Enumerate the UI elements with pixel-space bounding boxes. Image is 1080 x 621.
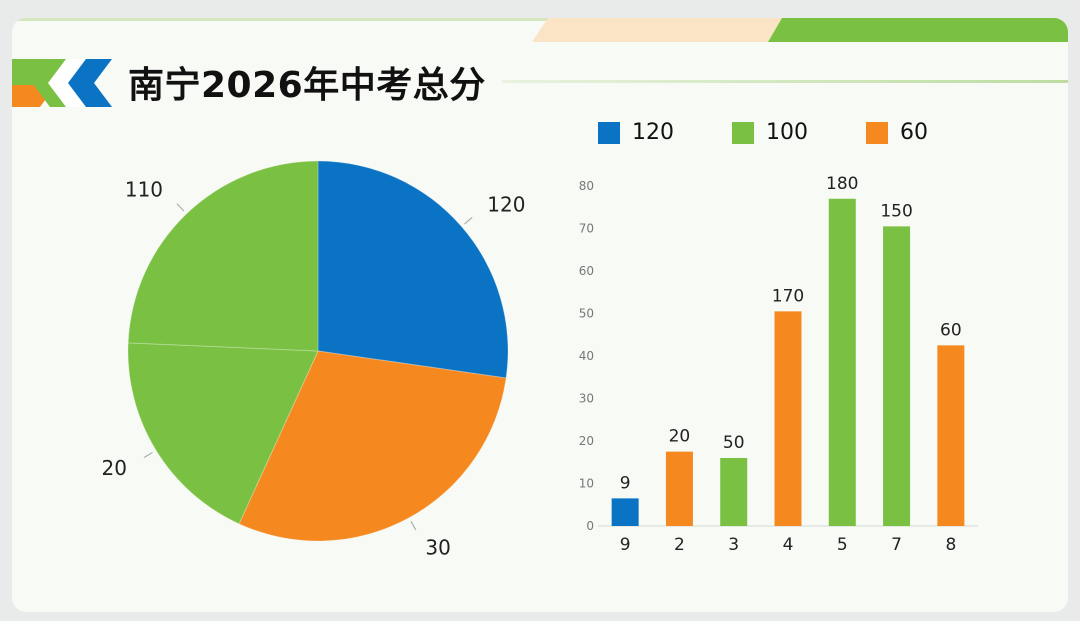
bar-legend: 120 100 60: [598, 120, 986, 145]
bar-data-label: 170: [772, 286, 804, 306]
x-tick-label: 9: [620, 535, 631, 555]
y-tick-label: 10: [579, 477, 594, 491]
pie-chart: 120 30 20 110: [102, 160, 525, 560]
y-tick-label: 60: [579, 264, 594, 278]
legend-item: 100: [732, 120, 808, 145]
pie-slice-label: 120: [487, 192, 525, 216]
y-tick-label: 0: [586, 519, 594, 533]
bar-data-label: 20: [669, 427, 691, 447]
pie-slice: [238, 350, 507, 542]
bar-data-label: 60: [940, 320, 962, 340]
y-tick-label: 80: [579, 179, 594, 193]
bar: [611, 498, 639, 526]
x-tick-label: 4: [783, 535, 794, 555]
legend-item: 60: [866, 120, 928, 145]
bar: [774, 311, 802, 526]
pie-slice-label: 110: [125, 177, 163, 201]
x-tick-label: 2: [674, 535, 685, 555]
pie-leader-line: [464, 217, 473, 225]
bar: [665, 451, 693, 526]
pie-slice-label: 20: [102, 456, 127, 480]
y-tick-label: 40: [579, 349, 594, 363]
legend-swatch: [732, 121, 754, 144]
bar-data-label: 50: [723, 433, 745, 453]
chart-card: 南宁2026年中考总分 120 100 60 120 30 20 110 0 10 20 3…: [12, 18, 1068, 612]
pie-slice: [317, 160, 509, 379]
x-tick-label: 3: [728, 535, 739, 555]
pie-leader-line: [143, 451, 153, 459]
pie-leader-line: [410, 521, 417, 531]
legend-label: 120: [632, 120, 674, 145]
y-tick-label: 70: [579, 222, 594, 236]
bar-data-label: 150: [880, 201, 912, 221]
title-divider: [502, 80, 1068, 83]
legend-swatch: [598, 121, 620, 144]
bar: [828, 198, 856, 526]
bar-data-label: 9: [620, 473, 631, 493]
legend-item: 120: [598, 120, 674, 145]
pie-slice: [127, 160, 319, 352]
bar-data-label: 180: [826, 174, 858, 194]
pie-slice: [127, 342, 319, 525]
y-tick-label: 30: [579, 392, 594, 406]
x-tick-label: 5: [837, 535, 848, 555]
pie-leader-line: [176, 203, 185, 212]
bar-chart: 0 10 20 30 40 50 60 70 80 9 9 20 2 50 3 170 4 180 5 150 7 60 8: [579, 174, 978, 555]
legend-swatch: [866, 121, 888, 144]
legend-label: 60: [900, 120, 928, 145]
pie-slice-label: 30: [425, 536, 450, 560]
x-tick-label: 8: [945, 535, 956, 555]
y-tick-label: 50: [579, 307, 594, 321]
legend-label: 100: [766, 120, 808, 145]
y-tick-label: 20: [579, 434, 594, 448]
bar: [720, 458, 748, 526]
bar: [937, 345, 965, 526]
page-title: 南宁2026年中考总分: [128, 65, 486, 106]
bottom-decoration: [12, 18, 1068, 42]
chevron-logo-icon: [12, 59, 112, 107]
x-tick-label: 7: [891, 535, 902, 555]
bar: [883, 226, 911, 526]
